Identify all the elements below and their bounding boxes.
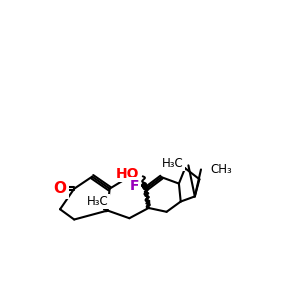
Text: CH₃: CH₃ (210, 163, 232, 176)
Text: H₃C: H₃C (162, 157, 184, 169)
Text: F: F (130, 178, 139, 193)
Text: O: O (54, 181, 67, 196)
Text: H₃C: H₃C (87, 195, 109, 208)
Text: HO: HO (116, 167, 139, 181)
